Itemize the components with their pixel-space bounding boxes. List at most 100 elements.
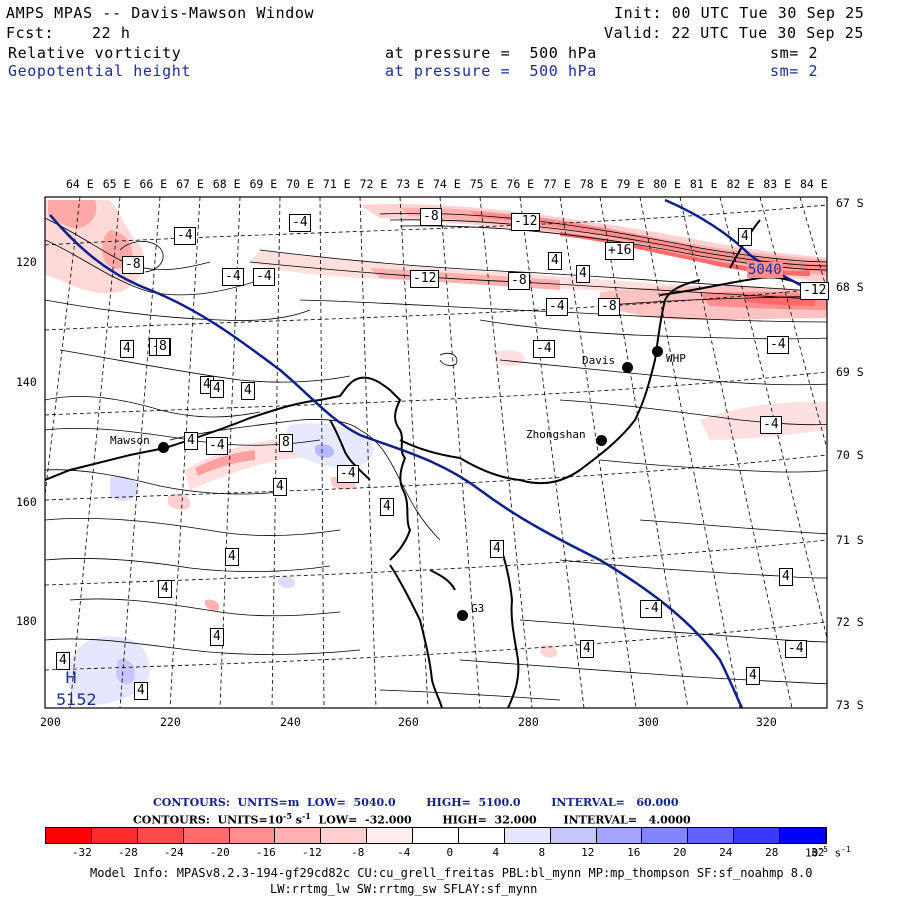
colorbar-tick-label: 12 <box>581 846 595 859</box>
field1-smoothing: sm= 2 <box>770 44 819 62</box>
vorticity-units-exponent: -5 <box>283 811 292 821</box>
plot-frame <box>44 196 828 709</box>
colorbar-cell <box>596 828 643 843</box>
colorbar-tick-label: 24 <box>719 846 733 859</box>
bottom-x-label: 300 <box>638 715 659 729</box>
station-marker-g3 <box>457 610 468 621</box>
contour-value-label: -4 <box>289 214 311 232</box>
right-lat-label: 69 S <box>836 365 864 379</box>
station-label-zhongshan: Zhongshan <box>526 428 586 441</box>
contour-value-label: 4 <box>746 667 760 685</box>
contour-value-label: 4 <box>576 265 590 283</box>
contour-value-label: -4 <box>767 336 789 354</box>
contour-value-label: 4 <box>779 568 793 586</box>
contour-value-label: 4 <box>120 340 134 358</box>
right-lat-label: 68 S <box>836 280 864 294</box>
colorbar-units-exponent2: -1 <box>841 845 851 854</box>
contour-value-label: -4 <box>206 437 228 455</box>
top-lon-label: 71 E <box>322 177 351 191</box>
field2-level: at pressure = 500 hPa <box>385 62 597 80</box>
field2-name: Geopotential height <box>8 62 191 80</box>
forecast-hour: 22 h <box>92 24 131 42</box>
contour-value-label: -4 <box>760 416 782 434</box>
right-lat-label: 67 S <box>836 196 864 210</box>
top-lon-label: 70 E <box>286 177 314 191</box>
lat-lon-grid <box>45 197 827 708</box>
contour-value-label: -4 <box>533 340 555 358</box>
colorbar-tick-label: 8 <box>538 846 546 859</box>
colorbar-cell <box>780 828 826 843</box>
top-lon-label: 64 E <box>66 177 94 191</box>
field2-smoothing: sm= 2 <box>770 62 819 80</box>
colorbar-tick-label: 32 <box>811 846 825 859</box>
height-contour-label-5040: 5040 <box>747 262 783 278</box>
colorbar-cell <box>504 828 551 843</box>
colorbar-cell <box>275 828 322 843</box>
map-title: AMPS MPAS -- Davis-Mawson Window <box>6 4 315 22</box>
contour-value-label: 4 <box>380 498 394 516</box>
colorbar-tick-label: -4 <box>397 846 411 859</box>
contour-value-label: 4 <box>273 478 287 496</box>
bottom-x-label: 220 <box>160 715 181 729</box>
height-contour-info: CONTOURS: UNITS=m LOW= 5040.0 HIGH= 5100… <box>153 796 679 809</box>
colorbar <box>45 827 827 844</box>
colorbar-cell <box>137 828 184 843</box>
colorbar-tick-label: -20 <box>209 846 230 859</box>
colorbar-units-base: 10 <box>805 846 819 860</box>
colorbar-cell <box>321 828 368 843</box>
contour-value-label: -12 <box>511 213 541 231</box>
contour-value-label: 4 <box>158 580 172 598</box>
bottom-x-label: 320 <box>756 715 777 729</box>
contour-value-label: +16 <box>605 242 635 260</box>
contour-value-label: -4 <box>253 268 275 286</box>
colorbar-tick-label: 20 <box>673 846 687 859</box>
model-info-line1: Model Info: MPASv8.2.3-194-gf29cd82c CU:… <box>90 866 813 880</box>
top-lon-label: 67 E <box>176 177 204 191</box>
top-lon-label: 73 E <box>396 177 424 191</box>
colorbar-cell <box>550 828 597 843</box>
contour-value-label: 8 <box>156 338 170 356</box>
top-lon-label: 68 E <box>212 177 241 191</box>
forecast-label: Fcst: <box>6 24 55 42</box>
contour-value-label: 8 <box>279 434 293 452</box>
contour-value-label: -8 <box>508 272 530 290</box>
contour-value-label: -12 <box>410 270 440 288</box>
contour-value-label: 4 <box>490 540 504 558</box>
contour-value-label: 4 <box>548 252 562 270</box>
colorbar-units-seconds: s <box>834 846 842 860</box>
colorbar-cell <box>734 828 780 843</box>
contour-value-label: -4 <box>785 640 807 658</box>
colorbar-tick-label: 0 <box>446 846 454 859</box>
init-time: Init: 00 UTC Tue 30 Sep 25 <box>614 4 865 22</box>
top-lon-label: 83 E <box>763 177 791 191</box>
field1-level: at pressure = 500 hPa <box>385 44 597 62</box>
contour-value-label: 4 <box>241 382 255 400</box>
contour-value-label: -12 <box>800 282 830 300</box>
top-lon-label: 81 E <box>689 177 718 191</box>
station-marker-davis <box>622 362 633 373</box>
station-label-mawson: Mawson <box>110 434 150 447</box>
top-lon-label: 66 E <box>139 177 168 191</box>
left-y-label: 160 <box>16 495 37 509</box>
contour-value-label: -8 <box>598 298 620 316</box>
top-lon-label: 82 E <box>726 177 755 191</box>
colorbar-cell <box>458 828 505 843</box>
station-marker-whp <box>652 346 663 357</box>
bottom-x-label: 260 <box>398 715 419 729</box>
station-label-g3: G3 <box>471 602 485 615</box>
colorbar-cell <box>229 828 276 843</box>
left-y-label: 180 <box>16 614 37 628</box>
vorticity-units-seconds: s <box>291 813 302 827</box>
contour-value-label: 4 <box>210 380 224 398</box>
contour-value-label: 4 <box>580 640 594 658</box>
top-lon-label: 65 E <box>102 177 131 191</box>
station-label-davis: Davis <box>582 354 616 367</box>
colorbar-cell <box>367 828 413 843</box>
colorbar-tick-label: -32 <box>71 846 92 859</box>
model-info-line2: LW:rrtmg_lw SW:rrtmg_sw SFLAY:sf_mynn <box>270 882 538 896</box>
colorbar-tick-label: 16 <box>627 846 641 859</box>
contour-value-label: -4 <box>640 600 662 618</box>
vorticity-contour-units: CONTOURS: UNITS=10 <box>133 813 284 827</box>
top-lon-label: 72 E <box>359 177 388 191</box>
